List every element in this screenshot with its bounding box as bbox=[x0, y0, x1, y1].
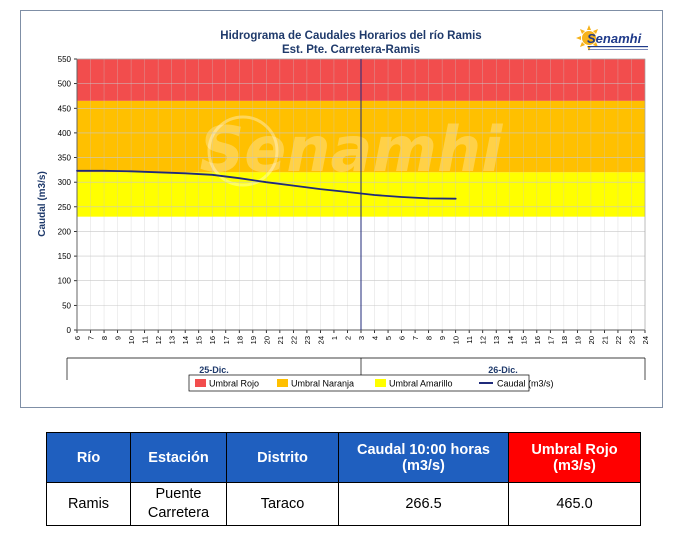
x-tick-label: 22 bbox=[289, 336, 298, 344]
x-tick-label: 17 bbox=[546, 336, 555, 344]
y-tick-label: 150 bbox=[58, 252, 72, 261]
x-tick-label: 6 bbox=[73, 336, 82, 340]
y-axis-label: Caudal (m3/s) bbox=[37, 171, 48, 237]
x-tick-label: 10 bbox=[127, 336, 136, 344]
x-tick-label: 19 bbox=[573, 336, 582, 344]
y-tick-label: 50 bbox=[62, 301, 71, 310]
y-tick-label: 450 bbox=[58, 104, 72, 113]
x-tick-label: 7 bbox=[411, 336, 420, 340]
table-row: Ramis Puente Carretera Taraco 266.5 465.… bbox=[46, 482, 641, 526]
legend-label: Umbral Rojo bbox=[209, 379, 259, 389]
x-tick-label: 19 bbox=[249, 336, 258, 344]
plot-area: Senamhi 0 50 100 150 200 250 300 350 400 450 500 550… bbox=[58, 55, 650, 380]
x-tick-label: 9 bbox=[114, 336, 123, 340]
x-tick-label: 23 bbox=[627, 336, 636, 344]
chart-subtitle: Est. Pte. Carretera-Ramis bbox=[282, 44, 420, 56]
legend-box bbox=[188, 374, 530, 392]
x-tick-label: 2 bbox=[343, 336, 352, 340]
y-tick-label: 200 bbox=[58, 227, 72, 236]
legend: Umbral Rojo Umbral Naranja Umbral Amarillo… bbox=[188, 374, 554, 392]
x-tick-label: 12 bbox=[154, 336, 163, 344]
day-label: 25-Dic. bbox=[199, 365, 229, 375]
x-tick-label: 6 bbox=[398, 336, 407, 340]
y-tick-label: 250 bbox=[58, 203, 72, 212]
x-tick-label: 17 bbox=[222, 336, 231, 344]
chart-svg: Hidrograma de Caudales Horarios del río … bbox=[37, 25, 650, 392]
y-tick-label: 400 bbox=[58, 129, 72, 138]
hydrograph-chart: Hidrograma de Caudales Horarios del río … bbox=[20, 10, 663, 408]
x-tick-label: 20 bbox=[587, 336, 596, 344]
x-tick-label: 8 bbox=[100, 336, 109, 340]
table-header-row: Río Estación Distrito Caudal 10:00 horas… bbox=[46, 432, 641, 483]
x-tick-label: 16 bbox=[208, 336, 217, 344]
x-tick-label: 13 bbox=[492, 336, 501, 344]
x-tick-label: 18 bbox=[560, 336, 569, 344]
x-tick-label: 5 bbox=[384, 336, 393, 340]
series-line-caudal bbox=[76, 169, 457, 200]
x-tick-label: 20 bbox=[262, 336, 271, 344]
x-tick-label: 24 bbox=[316, 336, 325, 344]
sun-icon bbox=[576, 25, 598, 51]
x-tick-label: 7 bbox=[87, 336, 96, 340]
x-tick-label: 12 bbox=[479, 336, 488, 344]
cell-umbral-rojo: 465.0 bbox=[508, 482, 641, 526]
x-tick-label: 15 bbox=[195, 336, 204, 344]
x-tick-label: 21 bbox=[600, 336, 609, 344]
x-tick-label: 16 bbox=[533, 336, 542, 344]
header-estacion: Estación bbox=[130, 432, 227, 483]
cell-rio: Ramis bbox=[46, 482, 131, 526]
y-tick-label: 350 bbox=[58, 154, 72, 163]
x-tick-label: 21 bbox=[276, 336, 285, 344]
cell-estacion: Puente Carretera bbox=[130, 482, 227, 526]
x-tick-label: 23 bbox=[303, 336, 312, 344]
header-caudal: Caudal 10:00 horas (m3/s) bbox=[338, 432, 509, 483]
senamhi-logo: Senamhi bbox=[576, 25, 648, 51]
x-tick-label: 14 bbox=[506, 336, 515, 344]
cell-distrito: Taraco bbox=[226, 482, 339, 526]
x-tick-label: 11 bbox=[141, 336, 150, 344]
legend-swatch bbox=[277, 379, 288, 387]
station-table: Río Estación Distrito Caudal 10:00 horas… bbox=[46, 432, 641, 526]
x-tick-label: 13 bbox=[168, 336, 177, 344]
x-tick-label: 1 bbox=[330, 336, 339, 340]
y-tick-label: 300 bbox=[58, 178, 72, 187]
x-tick-label: 24 bbox=[641, 336, 650, 344]
legend-swatch bbox=[375, 379, 386, 387]
header-distrito: Distrito bbox=[226, 432, 339, 483]
x-tick-label: 22 bbox=[614, 336, 623, 344]
x-tick-label: 14 bbox=[181, 336, 190, 344]
x-tick-label: 9 bbox=[438, 336, 447, 340]
y-tick-label: 500 bbox=[58, 80, 72, 89]
x-tick-label: 15 bbox=[519, 336, 528, 344]
legend-label: Umbral Amarillo bbox=[389, 379, 453, 389]
header-rio: Río bbox=[46, 432, 131, 483]
x-tick-label: 4 bbox=[371, 336, 380, 340]
x-tick-label: 18 bbox=[235, 336, 244, 344]
day-label: 26-Dic. bbox=[488, 365, 518, 375]
x-tick-label: 8 bbox=[425, 336, 434, 340]
legend-label: Umbral Naranja bbox=[291, 379, 354, 389]
header-umbral-rojo: Umbral Rojo (m3/s) bbox=[508, 432, 641, 483]
legend-label: Caudal (m3/s) bbox=[497, 379, 554, 389]
y-tick-label: 550 bbox=[58, 55, 72, 64]
watermark-text: Senamhi bbox=[200, 113, 503, 186]
x-tick-label: 11 bbox=[465, 336, 474, 344]
x-tick-label: 3 bbox=[357, 336, 366, 340]
cell-caudal: 266.5 bbox=[338, 482, 509, 526]
logo-text: Senamhi bbox=[587, 31, 642, 46]
legend-swatch bbox=[195, 379, 206, 387]
x-tick-label: 10 bbox=[452, 336, 461, 344]
watermark-sun bbox=[207, 115, 279, 187]
y-tick-label: 100 bbox=[58, 277, 72, 286]
chart-title: Hidrograma de Caudales Horarios del río … bbox=[220, 30, 481, 42]
y-tick-label: 0 bbox=[67, 326, 72, 335]
